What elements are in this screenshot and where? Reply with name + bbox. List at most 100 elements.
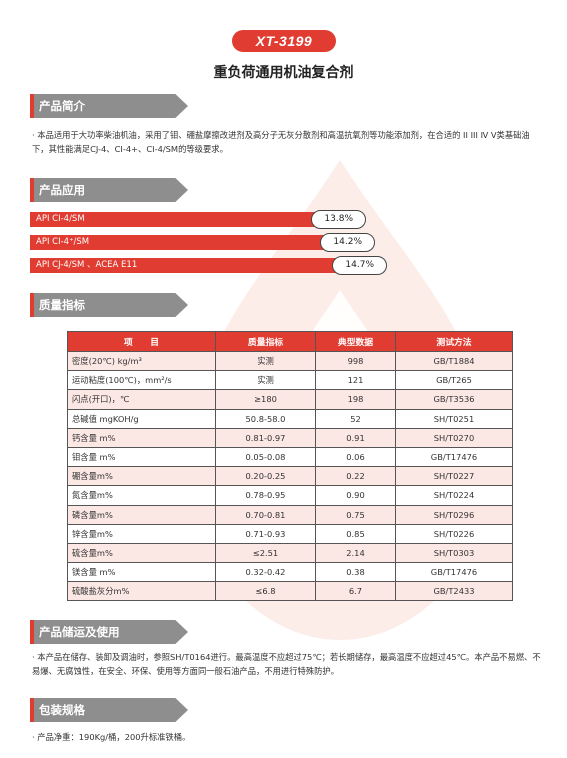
method-cell: GB/T2433: [395, 581, 513, 602]
method-cell: SH/T0226: [395, 523, 513, 544]
table-row: 硫酸盐灰分m% ≤6.8 6.7 GB/T2433: [67, 581, 513, 602]
table-row: 运动粘度(100℃)，mm²/s 实测 121 GB/T265: [67, 370, 513, 391]
typical-cell: 0.90: [315, 485, 396, 506]
section-accent-bar: [30, 620, 34, 644]
packaging-paragraph: · 产品净重：190Kg/桶，200升标准铁桶。: [32, 732, 191, 742]
section-accent-bar: [30, 178, 34, 202]
method-cell: GB/T17476: [395, 562, 513, 583]
item-cell: 总碱值 mgKOH/g: [67, 408, 216, 429]
application-bar-percent: 13.8%: [311, 210, 366, 229]
method-cell: SH/T0270: [395, 427, 513, 448]
column-header: 质量指标: [215, 331, 316, 352]
section-accent-bar: [30, 94, 34, 118]
section-title-packaging: 包装规格: [39, 703, 85, 717]
spec-cell: 50.8-58.0: [215, 408, 316, 429]
section-accent-bar: [30, 698, 34, 722]
spec-cell: 0.70-0.81: [215, 504, 316, 525]
method-cell: SH/T0296: [395, 504, 513, 525]
method-cell: SH/T0227: [395, 466, 513, 487]
item-cell: 密度(20℃) kg/m³: [67, 350, 216, 372]
spec-cell: 0.32-0.42: [215, 562, 316, 583]
item-cell: 钼含量 m%: [67, 446, 216, 468]
method-cell: SH/T0251: [395, 408, 513, 429]
storage-paragraph: · 本产品在储存、装卸及调油时，参照SH/T0164进行。最高温度不应超过75℃…: [32, 652, 541, 676]
product-code-badge: XT-3199: [232, 30, 336, 52]
quality-spec-table: 项 目 质量指标 典型数据 测试方法 密度(20℃) kg/m³ 实测 998 GB/…: [67, 331, 513, 602]
item-cell: 镁含量 m%: [67, 562, 216, 583]
table-row: 硼含量m% 0.20-0.25 0.22 SH/T0227: [67, 466, 513, 487]
section-header-intro: 产品简介: [30, 94, 188, 118]
application-bar-label: API CJ-4/SM 、ACEA E11: [36, 260, 138, 270]
method-cell: SH/T0303: [395, 542, 513, 564]
method-cell: GB/T265: [395, 370, 513, 391]
spec-cell: ≤6.8: [215, 581, 316, 602]
item-cell: 闪点(开口)，℃: [67, 389, 216, 410]
item-cell: 氮含量m%: [67, 485, 216, 506]
application-bar: API CI-4/SM 13.8%: [30, 210, 366, 229]
column-header: 项 目: [67, 331, 216, 352]
application-bar-percent: 14.2%: [320, 233, 375, 252]
typical-cell: 2.14: [315, 542, 396, 564]
typical-cell: 998: [315, 350, 396, 372]
section-accent-bar: [30, 293, 34, 317]
section-header-packaging: 包装规格: [30, 698, 188, 722]
table-row: 镁含量 m% 0.32-0.42 0.38 GB/T17476: [67, 562, 513, 583]
method-cell: GB/T1884: [395, 350, 513, 372]
section-title-intro: 产品简介: [39, 99, 85, 113]
typical-cell: 6.7: [315, 581, 396, 602]
table-row: 锌含量m% 0.71-0.93 0.85 SH/T0226: [67, 523, 513, 544]
spec-cell: 实测: [215, 350, 316, 372]
table-row: 密度(20℃) kg/m³ 实测 998 GB/T1884: [67, 350, 513, 372]
application-bar-label: API CI-4/SM: [36, 214, 85, 224]
table-row: 钼含量 m% 0.05-0.08 0.06 GB/T17476: [67, 446, 513, 468]
table-row: 总碱值 mgKOH/g 50.8-58.0 52 SH/T0251: [67, 408, 513, 429]
item-cell: 运动粘度(100℃)，mm²/s: [67, 370, 216, 391]
table-row: 硫含量m% ≤2.51 2.14 SH/T0303: [67, 542, 513, 564]
typical-cell: 0.75: [315, 504, 396, 525]
spec-cell: ≥180: [215, 389, 316, 410]
item-cell: 钙含量 m%: [67, 427, 216, 448]
section-header-quality: 质量指标: [30, 293, 188, 317]
typical-cell: 0.22: [315, 466, 396, 487]
typical-cell: 198: [315, 389, 396, 410]
section-header-storage: 产品储运及使用: [30, 620, 188, 644]
spec-cell: ≤2.51: [215, 542, 316, 564]
section-title-quality: 质量指标: [39, 298, 85, 312]
intro-paragraph: · 本品适用于大功率柴油机油，采用了钼、硼盐摩擦改进剂及高分子无灰分散剂和高温抗…: [32, 130, 530, 154]
item-cell: 锌含量m%: [67, 523, 216, 544]
section-header-application: 产品应用: [30, 178, 188, 202]
item-cell: 硫含量m%: [67, 542, 216, 564]
typical-cell: 0.91: [315, 427, 396, 448]
table-header-row: 项 目 质量指标 典型数据 测试方法: [67, 331, 513, 352]
item-cell: 磷含量m%: [67, 504, 216, 525]
product-title: 重负荷通用机油复合剂: [213, 65, 354, 81]
typical-cell: 0.85: [315, 523, 396, 544]
method-cell: SH/T0224: [395, 485, 513, 506]
spec-cell: 0.71-0.93: [215, 523, 316, 544]
column-header: 典型数据: [315, 331, 396, 352]
spec-cell: 0.81-0.97: [215, 427, 316, 448]
table-row: 磷含量m% 0.70-0.81 0.75 SH/T0296: [67, 504, 513, 525]
application-bar-label: API CI-4⁺/SM: [36, 237, 90, 247]
typical-cell: 52: [315, 408, 396, 429]
section-title-application: 产品应用: [39, 183, 85, 197]
application-bar-percent: 14.7%: [332, 256, 387, 275]
spec-cell: 0.05-0.08: [215, 446, 316, 468]
table-row: 闪点(开口)，℃ ≥180 198 GB/T3536: [67, 389, 513, 410]
typical-cell: 0.06: [315, 446, 396, 468]
spec-cell: 0.20-0.25: [215, 466, 316, 487]
spec-cell: 实测: [215, 370, 316, 391]
typical-cell: 121: [315, 370, 396, 391]
table-row: 氮含量m% 0.78-0.95 0.90 SH/T0224: [67, 485, 513, 506]
item-cell: 硫酸盐灰分m%: [67, 581, 216, 602]
spec-cell: 0.78-0.95: [215, 485, 316, 506]
application-bar: API CI-4⁺/SM 14.2%: [30, 233, 375, 252]
application-bar: API CJ-4/SM 、ACEA E11 14.7%: [30, 256, 387, 275]
column-header: 测试方法: [395, 331, 513, 352]
method-cell: GB/T17476: [395, 446, 513, 468]
method-cell: GB/T3536: [395, 389, 513, 410]
typical-cell: 0.38: [315, 562, 396, 583]
item-cell: 硼含量m%: [67, 466, 216, 487]
section-title-storage: 产品储运及使用: [39, 625, 120, 639]
table-row: 钙含量 m% 0.81-0.97 0.91 SH/T0270: [67, 427, 513, 448]
